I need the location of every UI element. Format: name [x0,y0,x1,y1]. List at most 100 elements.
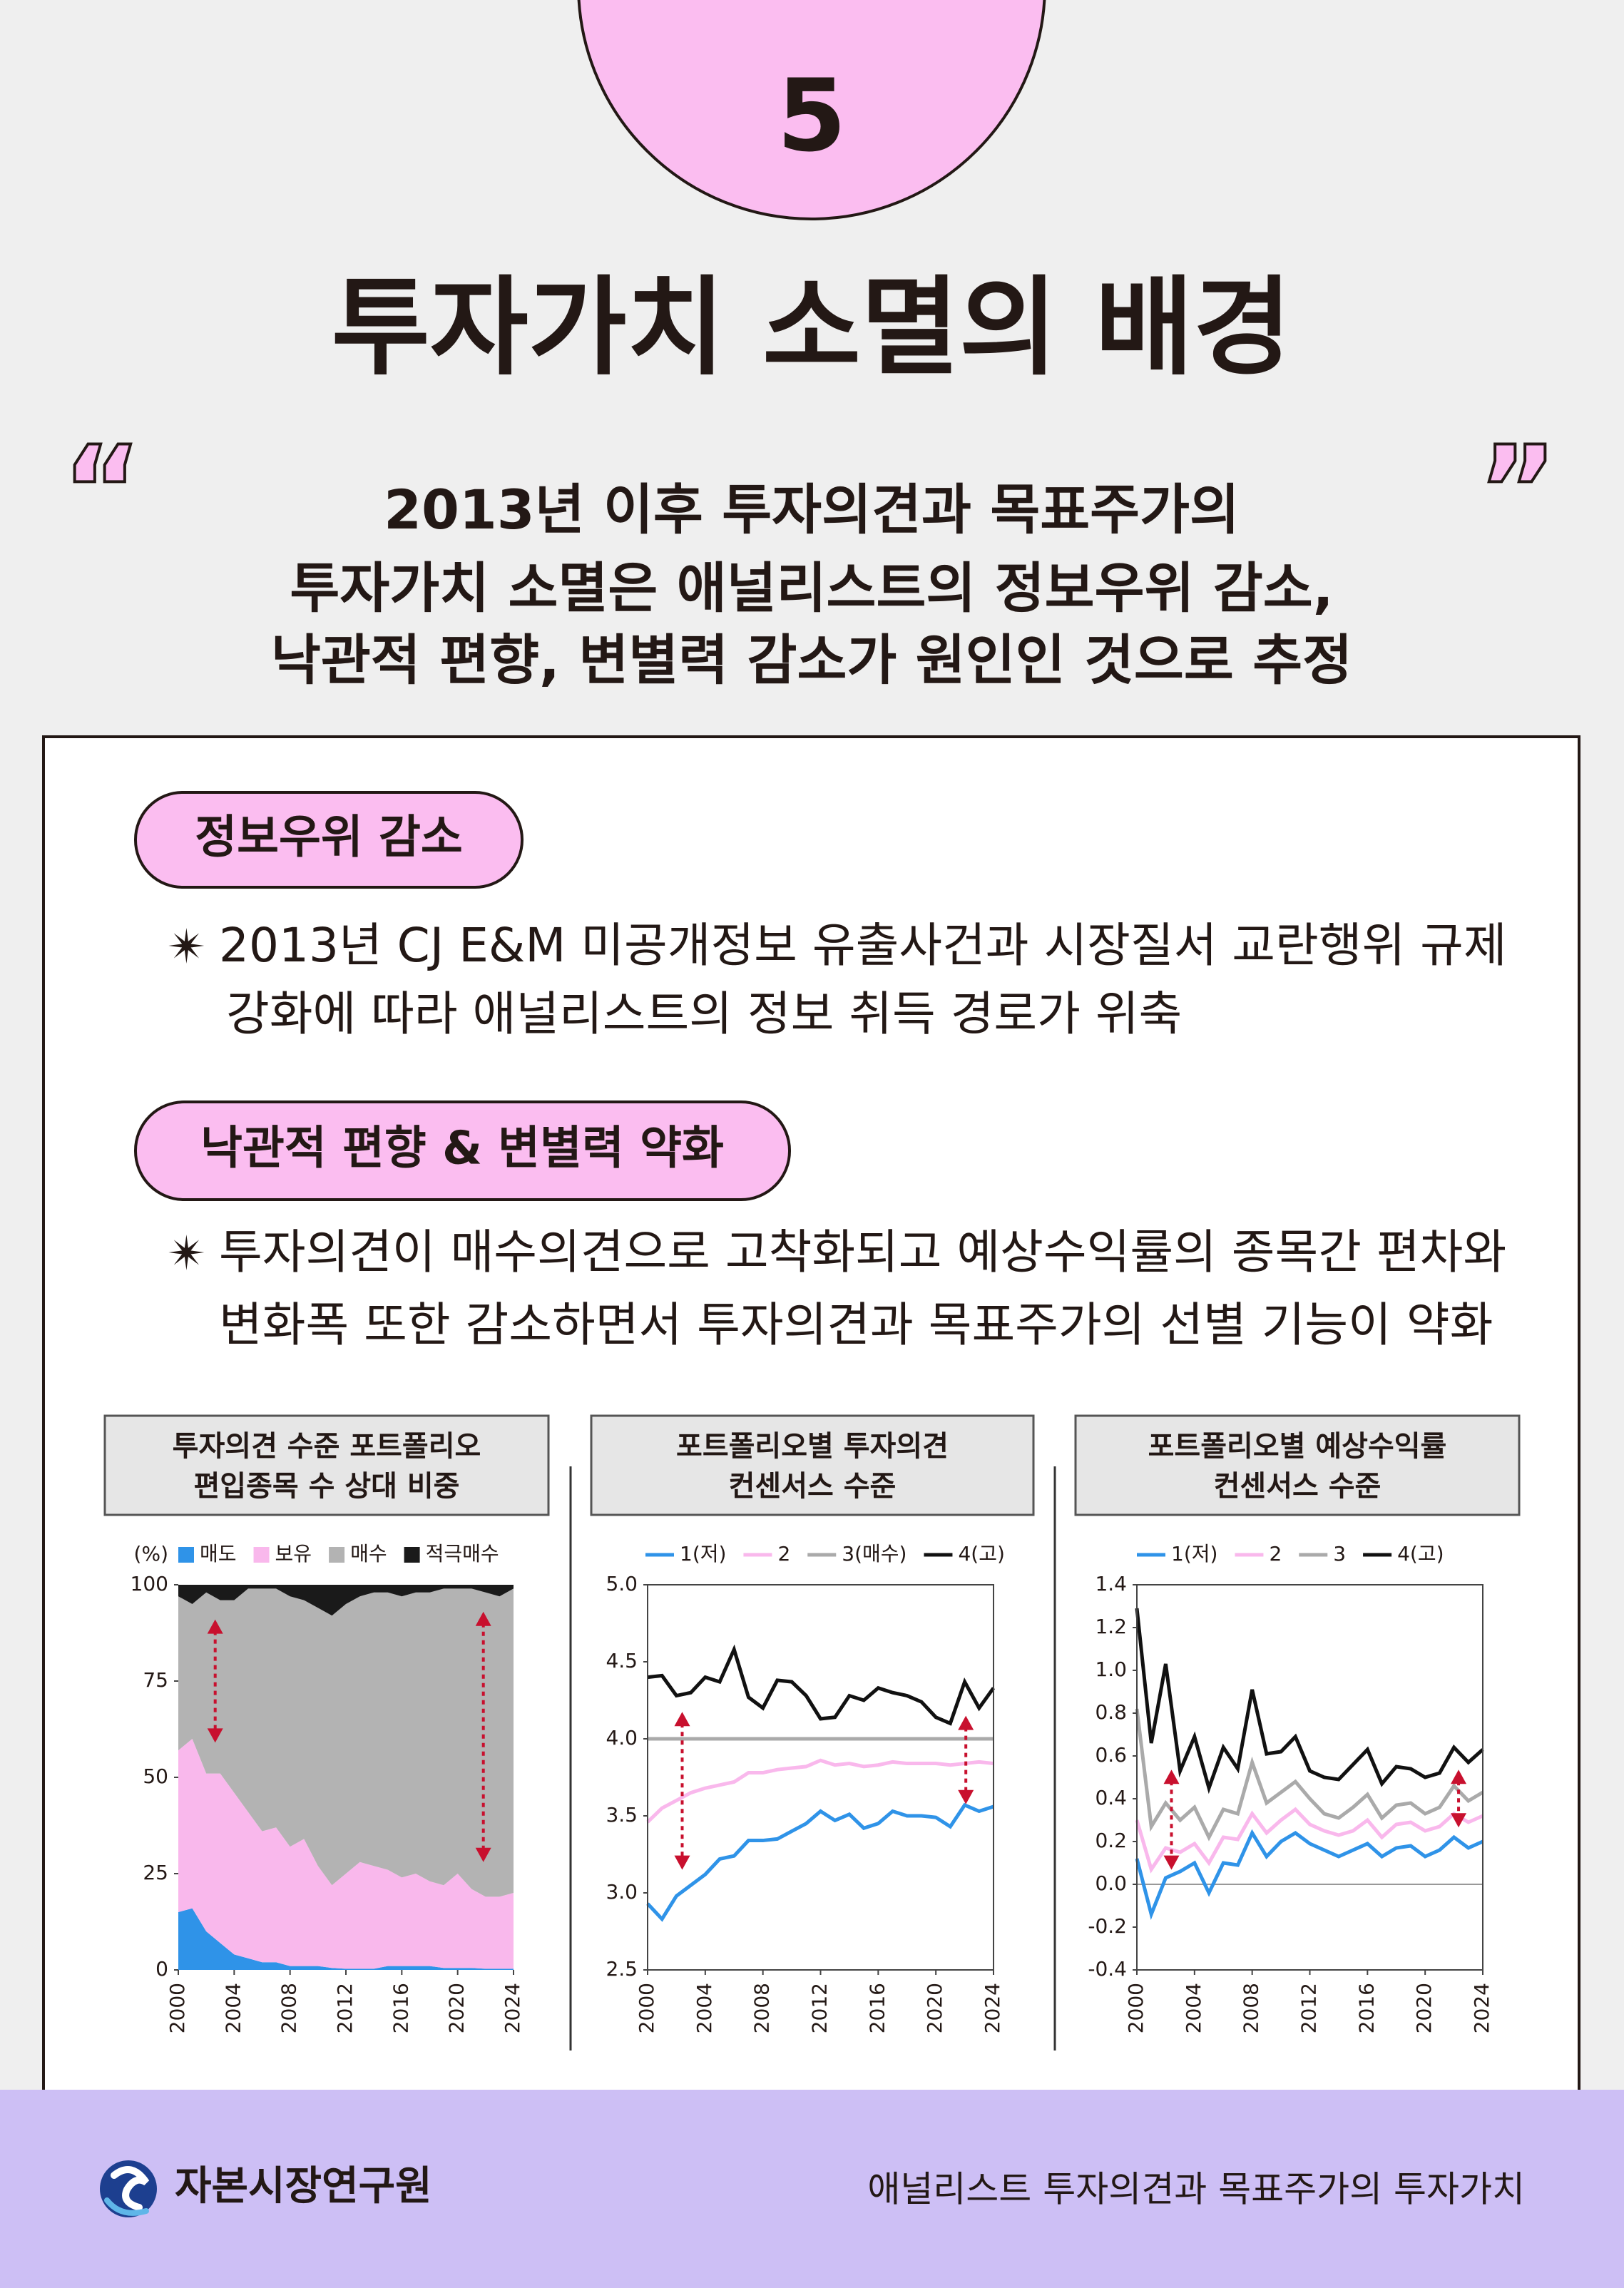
chart-title: 투자의견 수준 포트폴리오 [173,1430,481,1463]
area [178,1588,514,1897]
footer-caption: 애널리스트 투자의견과 목표주가의 투자가치 [867,2169,1525,2210]
badge-number: 5 [777,58,846,175]
chart-title: 컨센서스 수준 [729,1470,897,1503]
y-tick-label: 5.0 [606,1572,638,1595]
legend-label: 3 [1333,1542,1346,1566]
x-tick-label: 2012 [808,1983,832,2033]
line [646,1802,994,1922]
y-tick-label: 3.5 [606,1803,638,1827]
x-tick-label: 2020 [923,1983,946,2033]
arrow-head [475,1611,491,1626]
x-tick-label: 2016 [389,1983,412,2033]
y-tick-label: 3.0 [606,1880,638,1904]
y-tick-label: 0.4 [1095,1786,1127,1809]
quote-line: 투자가치 소멸은 애널리스트의 정보우위 감소, [290,556,1333,620]
quote-close: ” [1478,420,1558,561]
bullet-text: 2013년 CJ E&M 미공개정보 유출사건과 시장질서 교란행위 규제 [219,918,1507,973]
legend-label: 4(고) [1397,1542,1444,1566]
legend-label: 3(매수) [842,1542,907,1566]
x-tick-label: 2012 [1297,1983,1321,2033]
legend-marker [253,1547,270,1563]
y-tick-label: 0.8 [1095,1700,1127,1724]
x-tick-label: 2004 [693,1983,716,2033]
bullet-text: 변화폭 또한 감소하면서 투자의견과 목표주가의 선별 기능이 약화 [219,1297,1493,1352]
arrow-head [958,1789,974,1804]
x-tick-label: 2000 [1124,1983,1148,2033]
x-tick-label: 2020 [1412,1983,1436,2033]
x-tick-label: 2024 [1470,1983,1493,2033]
x-tick-label: 2000 [635,1983,658,2033]
x-tick-label: 2000 [165,1983,189,2033]
y-tick-label: 4.0 [606,1726,638,1750]
area [178,1739,514,1969]
arrow-head [958,1715,974,1730]
x-tick-label: 2016 [1354,1983,1378,2033]
arrow-head [207,1728,223,1743]
logo-mark [104,2197,149,2216]
y-tick-label: 100 [131,1572,168,1595]
line [1135,1708,1484,1842]
y-tick-label: 0.0 [1095,1871,1127,1895]
quote-open: “ [62,420,142,561]
y-tick-label: 1.2 [1095,1615,1127,1638]
section-pill [134,791,524,889]
y-tick-label: -0.4 [1088,1957,1127,1981]
x-tick-label: 2008 [1240,1983,1263,2033]
line [646,1758,994,1824]
legend-label: 4(고) [958,1542,1004,1566]
arrow-head [1163,1769,1180,1784]
x-tick-label: 2008 [277,1983,301,2033]
legend-label: 2 [777,1542,790,1566]
quote-line: 낙관적 편향, 변별력 감소가 원인인 것으로 추정 [271,628,1352,692]
arrow-head [1451,1769,1467,1784]
y-tick-label: -0.2 [1088,1914,1127,1938]
y-tick-label: 1.4 [1095,1572,1127,1595]
section-label: 정보우위 감소 [195,812,463,864]
y-tick-label: 4.5 [606,1649,638,1672]
x-tick-label: 2008 [750,1983,774,2033]
bullet-text: 투자의견이 매수의견으로 고착화되고 예상수익률의 종목간 편차와 [219,1225,1506,1280]
chart-title: 컨센서스 수준 [1214,1470,1382,1503]
y-tick-label: 25 [143,1861,168,1884]
legend-label: 적극매수 [426,1542,499,1566]
y-tick-label: 0 [155,1957,168,1981]
chart-title-box [103,1414,550,1516]
x-tick-label: 2016 [865,1983,889,2033]
y-tick-label: 0.6 [1095,1743,1127,1767]
y-tick-label: 1.0 [1095,1658,1127,1681]
legend-label: 매수 [350,1542,387,1566]
legend-marker [329,1547,345,1563]
section-label: 낙관적 편향 & 변별력 약화 [200,1123,724,1175]
x-tick-label: 2004 [221,1983,245,2033]
bullet-text: 강화에 따라 애널리스트의 정보 취득 경로가 위축 [226,986,1182,1041]
bullet: ✴ [167,919,206,974]
y-tick-label: 50 [143,1764,168,1788]
legend-label: 매도 [200,1542,237,1566]
legend-marker [178,1547,194,1563]
x-tick-label: 2004 [1182,1983,1205,2033]
logo-mark [111,2166,150,2211]
y-tick-label: 0.2 [1095,1829,1127,1852]
arrow-head [674,1712,690,1727]
arrow-head [475,1847,491,1862]
arrow-head [674,1855,690,1870]
line [1135,1807,1484,1874]
area [178,1585,514,1616]
area [178,1908,514,1970]
legend-label: 보유 [275,1542,312,1566]
chart-title: 포트폴리오별 예상수익률 [1148,1430,1447,1463]
legend-label: 1(저) [1171,1542,1217,1566]
legend-marker [404,1547,420,1563]
x-tick-label: 2012 [333,1983,357,2033]
y-tick-label: 75 [143,1668,168,1692]
line [647,1644,996,1726]
y-axis-label: (%) [134,1542,168,1566]
chart-title: 포트폴리오별 투자의견 [676,1430,949,1463]
footer-org: 자본시장연구원 [175,2163,432,2210]
x-tick-label: 2020 [445,1983,469,2033]
x-tick-label: 2024 [981,1983,1004,2033]
section-pill [134,1100,791,1201]
